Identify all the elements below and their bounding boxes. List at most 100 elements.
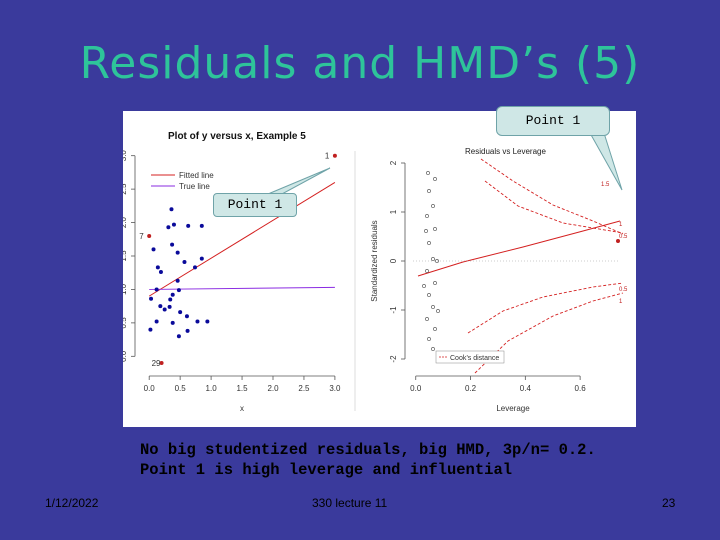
data-point [170, 292, 175, 297]
cooks-contour-label: 1 [619, 222, 623, 228]
highlighted-point [616, 239, 620, 243]
chart1-y-tick-label: 3.0 [123, 150, 128, 162]
footer-page-number: 23 [662, 496, 676, 510]
figure-panel: Plot of y versus x, Example 5 0.0 0.5 1.0 1.… [123, 111, 636, 427]
data-point [176, 334, 181, 339]
data-point [170, 320, 175, 325]
data-point [199, 256, 204, 261]
chart2-title: Residuals vs Leverage [465, 147, 546, 156]
chart1-x-tick-label: 1.5 [236, 384, 248, 393]
data-point [166, 225, 171, 230]
true-line [149, 286, 335, 290]
residual-point [431, 305, 435, 309]
data-point [158, 304, 163, 309]
residual-point [427, 293, 431, 297]
chart2-legend-label: Cook’s distance [450, 355, 499, 362]
residual-point [433, 281, 437, 285]
data-point [175, 250, 180, 255]
data-point [168, 297, 173, 302]
data-point [155, 265, 160, 270]
residual-point [431, 257, 435, 261]
residual-point [433, 227, 437, 231]
footer-course: 330 lecture 11 [312, 496, 388, 510]
cooks-contour-label: 1 [619, 299, 623, 305]
data-point [176, 288, 181, 293]
legend-fitted-line-label: Fitted line [179, 171, 214, 180]
chart1-x-tick-label: 2.0 [267, 384, 279, 393]
chart1-y-tick-label: 1.5 [123, 250, 128, 262]
highlighted-point-label: 1 [325, 152, 330, 161]
residual-point [425, 317, 429, 321]
chart1-x-label: x [240, 404, 244, 413]
cooks-contour-label: 1.5 [601, 182, 610, 188]
data-point [151, 247, 156, 252]
data-point [149, 296, 154, 301]
residual-point [425, 269, 429, 273]
callout-middle: Point 1 [213, 193, 297, 217]
chart2-y-tick-label: -2 [389, 355, 398, 363]
data-point [195, 319, 200, 324]
data-point [167, 304, 172, 309]
data-point [148, 327, 153, 332]
chart2-x-label: Leverage [496, 404, 530, 413]
fitted-line [148, 182, 336, 297]
cooks-contour-label: 0.5 [619, 287, 628, 293]
chart1-y-tick-label: 2.5 [123, 183, 128, 195]
chart2-x-tick-label: 0.0 [410, 384, 422, 393]
chart2-y-tick-label: 1 [389, 209, 398, 214]
highlighted-point [332, 153, 337, 158]
data-point [186, 223, 191, 228]
chart1-x-tick-label: 0.5 [175, 384, 187, 393]
residual-point [424, 229, 428, 233]
data-point [193, 265, 197, 270]
data-point [154, 319, 159, 324]
residual-point [435, 259, 439, 263]
cooks-contour-label: 0.5 [619, 234, 628, 240]
callout-top: Point 1 [496, 106, 610, 136]
chart1-x-tick-label: 2.5 [298, 384, 310, 393]
chart2-y-tick-label: 0 [389, 258, 398, 263]
highlighted-point [159, 361, 164, 365]
chart1-y-tick-label: 1.0 [123, 283, 128, 295]
residual-point [427, 189, 431, 193]
highlighted-point-label: 7 [139, 232, 144, 241]
residual-point [426, 171, 430, 175]
chart2-x-tick-label: 0.2 [465, 384, 477, 393]
figure-svg: Plot of y versus x, Example 5 0.0 0.5 1.0 1.… [123, 131, 628, 413]
residual-point [431, 347, 435, 351]
data-point [169, 207, 174, 212]
chart2-y-tick-label: 2 [389, 160, 398, 165]
chart1-x-tick-label: 1.0 [206, 384, 218, 393]
chart2-x-tick-label: 0.4 [520, 384, 532, 393]
chart2-y-label: Standardized residuals [370, 220, 379, 301]
residual-point [427, 241, 431, 245]
cooks-contour-upper-inner [484, 180, 624, 234]
cooks-contour-lower-inner [467, 282, 624, 334]
chart2-legend-box [435, 350, 505, 364]
cooks-contour-upper-outer [480, 158, 624, 235]
chart2-y-tick-label: -1 [389, 306, 398, 314]
data-point [158, 270, 163, 275]
chart1-x-tick-label: 3.0 [329, 384, 341, 393]
data-point [185, 328, 190, 333]
residual-point [427, 337, 431, 341]
residual-point [431, 204, 435, 208]
data-point [184, 314, 189, 319]
chart1-x-tick-label: 0.0 [144, 384, 156, 393]
slide-title: Residuals and HMD’s (5) [79, 38, 641, 89]
residual-point [422, 284, 426, 288]
chart2-x-tick-label: 0.6 [575, 384, 587, 393]
data-point [182, 260, 187, 265]
data-point [171, 222, 176, 227]
data-point [199, 223, 204, 228]
chart1-y-tick-label: 0.0 [123, 350, 128, 362]
residual-point [425, 214, 429, 218]
chart1-y-tick-label: 0.5 [123, 317, 128, 329]
highlighted-point [147, 233, 152, 238]
data-point [154, 287, 159, 292]
data-point [205, 319, 210, 324]
legend-true-line-label: True line [179, 182, 210, 191]
data-point [170, 242, 175, 247]
data-point [162, 307, 167, 312]
chart1-title: Plot of y versus x, Example 5 [168, 131, 306, 142]
